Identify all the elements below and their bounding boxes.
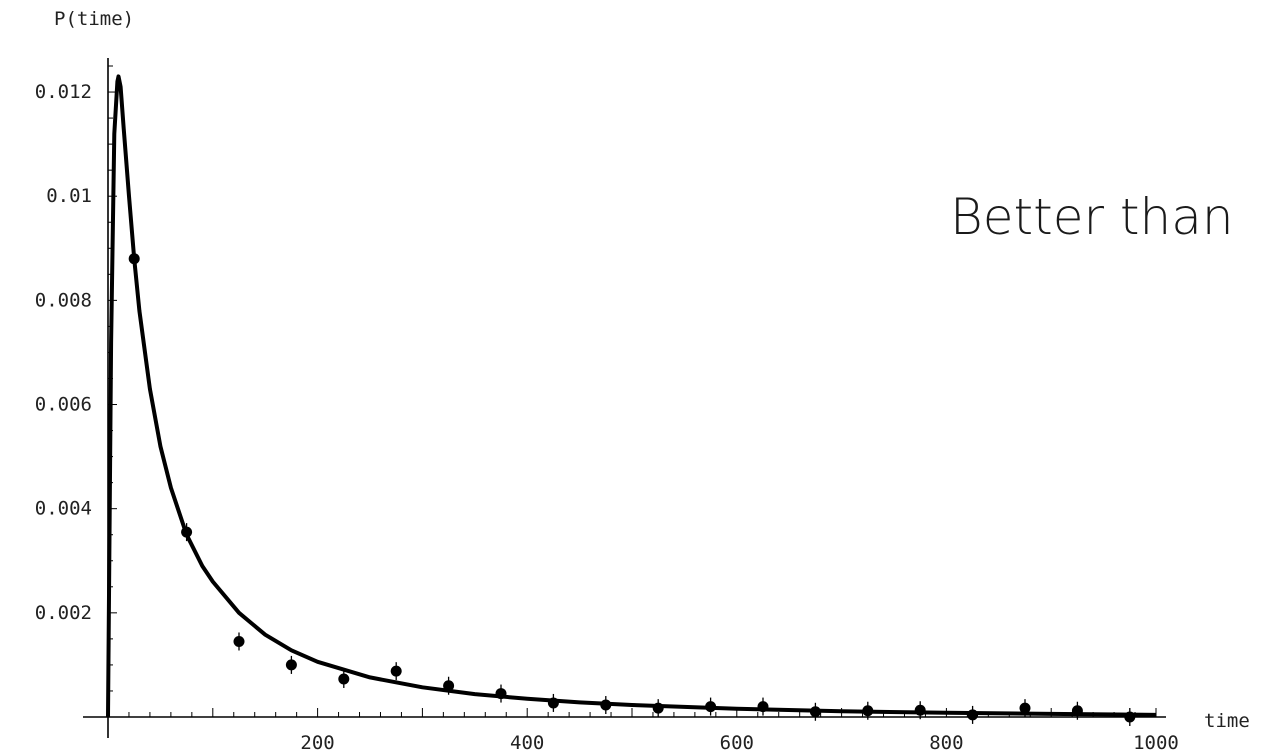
data-point: [390, 665, 402, 677]
y-tick-label: 0.002: [35, 602, 92, 624]
y-tick-label: 0.006: [35, 394, 92, 416]
data-point: [495, 688, 507, 700]
x-tick-label: 400: [510, 732, 544, 750]
ticks: [108, 65, 1157, 717]
fit-curve: [106, 74, 1157, 718]
data-point: [967, 709, 979, 721]
y-tick-label: 0.004: [35, 498, 92, 520]
y-tick-label: 0.01: [46, 185, 92, 207]
x-tick-label: 1000: [1133, 732, 1179, 750]
data-point: [652, 702, 664, 714]
data-point: [233, 635, 245, 647]
data-point: [1124, 711, 1136, 723]
data-point: [338, 673, 350, 685]
overlay-text: Better than: [950, 188, 1234, 246]
data-point: [862, 705, 874, 717]
data-point: [547, 697, 559, 709]
x-tick-label: 600: [720, 732, 754, 750]
data-point: [443, 680, 455, 692]
data-point: [1071, 705, 1083, 717]
tick-labels: 200 400 600 800 1000 0.002 0.004 0.006 0.008 0.01…: [35, 81, 1179, 750]
x-tick-label: 200: [300, 732, 334, 750]
data-point: [128, 253, 140, 265]
data-point: [809, 706, 821, 718]
x-axis-label: time: [1204, 710, 1250, 732]
x-tick-label: 800: [929, 732, 963, 750]
data-point: [757, 701, 769, 713]
data-point: [914, 704, 926, 716]
y-tick-label: 0.012: [35, 81, 92, 103]
data-points: [128, 249, 1136, 726]
data-point: [285, 659, 297, 671]
y-axis-label: P(time): [54, 8, 134, 30]
y-tick-label: 0.008: [35, 289, 92, 311]
axes: [83, 58, 1166, 738]
data-point: [705, 701, 717, 713]
data-point: [600, 699, 612, 711]
data-point: [1019, 702, 1031, 714]
data-point: [181, 526, 193, 538]
